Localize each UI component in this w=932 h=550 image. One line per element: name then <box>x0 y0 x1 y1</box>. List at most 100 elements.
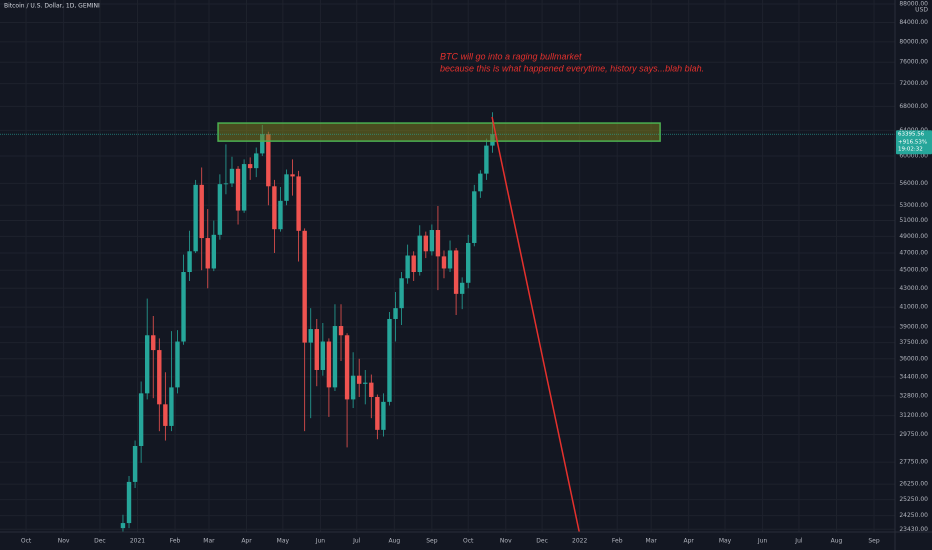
candle-body <box>151 335 156 351</box>
candle-body <box>423 235 429 252</box>
candle-body <box>411 255 416 273</box>
candle-body <box>478 173 483 192</box>
candle-body <box>254 153 259 169</box>
y-tick-label: 49000.00 <box>899 233 928 240</box>
y-tick-label: 76000.00 <box>899 59 928 66</box>
x-tick-label: 2022 <box>572 538 587 545</box>
candle-body <box>199 184 204 239</box>
candle-body <box>369 382 374 397</box>
x-tick-label: Mar <box>645 538 657 545</box>
candle-body <box>193 184 198 252</box>
candle-body <box>350 375 356 400</box>
y-tick-label: 88000.00 <box>899 1 928 8</box>
x-tick-label: Aug <box>831 538 843 545</box>
x-tick-label: Sep <box>868 538 880 545</box>
candle-body <box>441 256 447 269</box>
resistance-zone <box>217 122 661 142</box>
y-tick-label: 53000.00 <box>899 202 928 209</box>
x-tick-label: Aug <box>388 538 400 545</box>
candle-body <box>308 329 313 343</box>
y-tick-label: 72000.00 <box>899 80 928 87</box>
x-tick-label: Dec <box>94 538 106 545</box>
candle-body <box>229 168 235 184</box>
y-tick-label: 23430.00 <box>899 526 928 533</box>
y-tick-label: 27750.00 <box>899 459 928 466</box>
candle-body <box>223 183 229 185</box>
y-tick-label: 68000.00 <box>899 103 928 110</box>
candle-body <box>417 235 422 273</box>
x-tick-label: 2021 <box>130 538 145 545</box>
candle-body <box>235 168 241 211</box>
candle-body <box>320 341 326 370</box>
y-tick-label: 29750.00 <box>899 431 928 438</box>
candle-body <box>332 326 338 388</box>
candle-body <box>278 200 283 230</box>
candle-body <box>399 278 404 309</box>
x-tick-label: Jul <box>352 538 361 545</box>
y-tick-label: 37500.00 <box>899 339 928 346</box>
chart-title: Bitcoin / U.S. Dollar, 1D, GEMINI <box>4 3 100 10</box>
candle-body <box>266 134 271 187</box>
y-tick-label: 41000.00 <box>899 304 928 311</box>
y-tick-label: 84000.00 <box>899 19 928 26</box>
candle-body <box>466 242 471 283</box>
candle-body <box>163 404 168 426</box>
candle-body <box>187 251 192 273</box>
candle-body <box>211 234 217 269</box>
countdown-label: 19:02:32 <box>898 147 923 153</box>
x-tick-label: Nov <box>500 538 512 545</box>
candle-body <box>375 396 380 430</box>
trend-line <box>491 116 581 532</box>
candle-body <box>138 393 144 446</box>
x-tick-label: Nov <box>58 538 70 545</box>
candle-body <box>387 318 392 402</box>
candle-body <box>169 387 174 426</box>
candle-body <box>405 255 410 279</box>
x-tick-label: May <box>719 538 732 545</box>
y-tick-label: 31200.00 <box>899 412 928 419</box>
candle-body <box>241 164 247 211</box>
y-tick-label: 60000.00 <box>899 153 928 160</box>
y-tick-label: 51000.00 <box>899 217 928 224</box>
y-tick-label: 43000.00 <box>899 285 928 292</box>
x-tick-label: Jul <box>794 538 803 545</box>
y-axis-label: USD <box>915 7 928 14</box>
candle-body <box>381 401 386 430</box>
y-tick-label: 36000.00 <box>899 355 928 362</box>
candle-body <box>314 329 319 370</box>
x-tick-label: Feb <box>612 538 623 545</box>
y-tick-label: 45000.00 <box>899 267 928 274</box>
x-tick-label: Oct <box>463 538 474 545</box>
y-tick-label: 47000.00 <box>899 249 928 256</box>
y-tick-label: 34400.00 <box>899 373 928 380</box>
x-tick-label: Dec <box>536 538 548 545</box>
y-tick-label: 80000.00 <box>899 38 928 45</box>
y-tick-label: 39000.00 <box>899 324 928 331</box>
x-tick-label: Apr <box>241 538 252 545</box>
candle-body <box>272 186 277 230</box>
candle-body <box>356 375 362 384</box>
annotation-text: BTC will go into a raging bullmarket <box>440 51 582 61</box>
x-tick-label: May <box>277 538 290 545</box>
candle-body <box>144 335 150 394</box>
candle-body <box>181 272 186 342</box>
candle-body <box>429 230 435 252</box>
candle-body <box>260 134 265 154</box>
candle-body <box>326 341 332 388</box>
x-tick-label: Jun <box>315 538 326 545</box>
candle-body <box>175 341 180 388</box>
candle-body <box>126 481 132 524</box>
candle-body <box>447 250 453 269</box>
candle-body <box>132 445 138 482</box>
candle-body <box>363 382 368 384</box>
candle-body <box>290 174 295 177</box>
candle-body <box>344 335 350 400</box>
candle-body <box>435 230 441 257</box>
y-tick-label: 24250.00 <box>899 512 928 519</box>
candle-body <box>484 145 489 174</box>
candle-body <box>284 174 289 201</box>
candle-body <box>120 523 126 529</box>
